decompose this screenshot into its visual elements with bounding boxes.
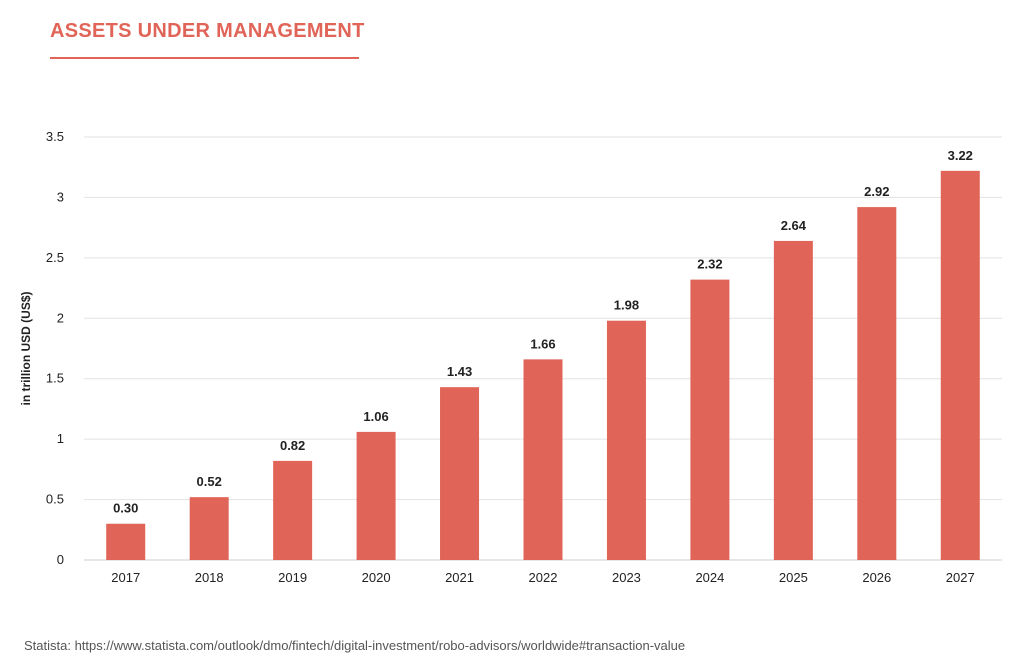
bar bbox=[189, 497, 229, 560]
bar bbox=[940, 170, 980, 560]
data-label: 2.92 bbox=[864, 184, 889, 199]
source-note[interactable]: Statista: https://www.statista.com/outlo… bbox=[24, 638, 686, 653]
chart-title: ASSETS UNDER MANAGEMENT bbox=[50, 20, 365, 42]
x-tick-label: 2025 bbox=[779, 570, 808, 585]
bar bbox=[356, 431, 396, 560]
x-tick-label: 2023 bbox=[612, 570, 641, 585]
y-tick-label: 1 bbox=[57, 431, 64, 446]
x-tick-label: 2026 bbox=[862, 570, 891, 585]
title-underline bbox=[50, 57, 359, 59]
data-label: 0.52 bbox=[197, 474, 222, 489]
x-tick-label: 2020 bbox=[362, 570, 391, 585]
data-label: 1.98 bbox=[614, 298, 639, 313]
y-tick-label: 0 bbox=[57, 552, 64, 567]
bar bbox=[273, 460, 313, 560]
x-tick-label: 2024 bbox=[695, 570, 724, 585]
data-label: 0.82 bbox=[280, 438, 305, 453]
y-tick-label: 1.5 bbox=[46, 371, 64, 386]
data-label: 1.66 bbox=[530, 336, 555, 351]
y-tick-label: 3.5 bbox=[46, 129, 64, 144]
data-label: 1.43 bbox=[447, 364, 472, 379]
y-tick-label: 2.5 bbox=[46, 250, 64, 265]
data-label: 1.06 bbox=[363, 409, 388, 424]
bar-chart: 0 0.5 1 1.5 2 2.5 3 3.5 in trillion USD (US$) 0.3… bbox=[19, 129, 1002, 585]
bar bbox=[606, 320, 646, 560]
y-tick-label: 0.5 bbox=[46, 492, 64, 507]
bar bbox=[857, 207, 897, 560]
y-tick-label: 2 bbox=[57, 310, 64, 325]
x-tick-label: 2022 bbox=[529, 570, 558, 585]
data-label: 0.30 bbox=[113, 501, 138, 516]
bar bbox=[690, 279, 730, 560]
bar bbox=[440, 387, 480, 560]
x-tick-label: 2027 bbox=[946, 570, 975, 585]
bar bbox=[106, 523, 146, 560]
data-label: 3.22 bbox=[948, 148, 973, 163]
data-label: 2.32 bbox=[697, 257, 722, 272]
bar bbox=[773, 240, 813, 561]
y-axis-title: in trillion USD (US$) bbox=[19, 291, 33, 405]
data-label: 2.64 bbox=[781, 218, 807, 233]
bar bbox=[523, 359, 563, 560]
y-tick-label: 3 bbox=[57, 189, 64, 204]
x-tick-label: 2021 bbox=[445, 570, 474, 585]
x-tick-label: 2019 bbox=[278, 570, 307, 585]
x-tick-label: 2018 bbox=[195, 570, 224, 585]
x-tick-label: 2017 bbox=[111, 570, 140, 585]
